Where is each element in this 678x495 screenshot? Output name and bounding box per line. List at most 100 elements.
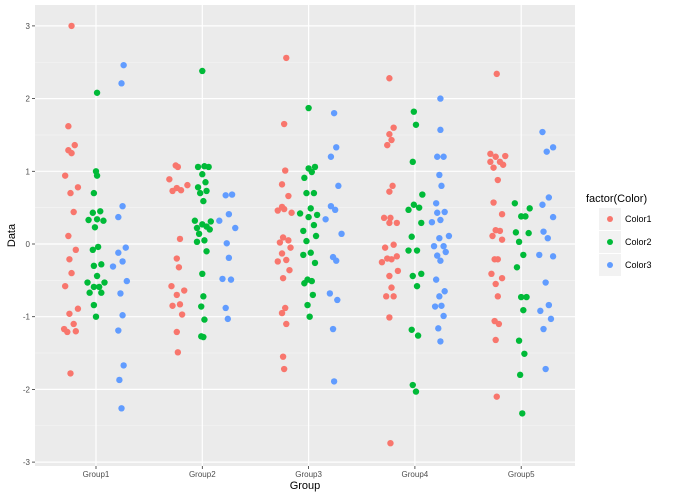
data-point-color2	[413, 282, 421, 290]
data-point-color1	[498, 274, 506, 282]
data-point-color2	[405, 206, 412, 214]
data-point-color1	[489, 232, 496, 240]
data-point-color3	[120, 61, 127, 69]
data-point-color1	[386, 75, 393, 82]
data-point-color3	[430, 242, 438, 250]
data-point-color3	[334, 296, 341, 304]
data-point-color1	[283, 320, 290, 328]
data-point-color1	[494, 293, 502, 300]
data-point-color3	[223, 240, 230, 247]
data-point-color1	[386, 272, 393, 280]
data-point-color1	[169, 302, 176, 309]
data-point-color3	[440, 153, 447, 160]
data-point-color1	[61, 172, 69, 179]
data-point-color2	[410, 201, 418, 208]
data-point-color1	[173, 328, 180, 336]
data-point-color3	[437, 126, 444, 134]
data-point-color3	[219, 275, 226, 283]
data-point-color1	[176, 235, 184, 243]
data-point-color3	[438, 182, 445, 190]
y-tick-label: -3	[23, 458, 31, 467]
data-point-color1	[488, 270, 495, 278]
data-point-color3	[329, 325, 337, 333]
data-point-color1	[495, 320, 503, 328]
data-point-color2	[311, 163, 319, 171]
data-point-color3	[540, 325, 547, 333]
data-point-color1	[492, 280, 499, 288]
data-point-color2	[86, 289, 93, 296]
data-point-color3	[232, 224, 239, 232]
data-point-color3	[335, 182, 342, 190]
data-point-color1	[387, 439, 394, 447]
data-point-color3	[118, 405, 125, 412]
y-axis-ticks: -3 -2 -1 0 1 2 3	[23, 22, 35, 467]
data-point-color2	[92, 313, 100, 320]
data-point-color2	[415, 204, 423, 211]
data-point-color2	[301, 280, 308, 287]
data-point-color2	[516, 371, 524, 379]
data-point-color3	[123, 277, 131, 285]
data-point-color1	[279, 234, 287, 241]
data-point-color1	[279, 274, 287, 282]
data-point-color1	[280, 120, 288, 128]
x-tick-label: Group2	[189, 470, 216, 479]
data-point-color1	[64, 328, 71, 336]
data-point-color1	[386, 219, 393, 227]
data-point-color2	[300, 227, 307, 235]
data-point-color2	[199, 171, 206, 178]
data-point-color2	[408, 233, 415, 240]
data-point-color2	[94, 243, 102, 251]
data-point-color1	[286, 266, 293, 274]
data-point-color3	[545, 301, 553, 309]
data-point-color2	[414, 332, 422, 339]
data-point-color1	[390, 293, 397, 300]
data-point-color2	[520, 251, 527, 259]
data-point-color2	[307, 205, 314, 212]
data-point-color2	[303, 189, 310, 197]
data-point-color3	[437, 216, 444, 224]
data-point-color1	[70, 208, 77, 216]
data-point-color3	[549, 253, 557, 260]
data-point-color1	[386, 188, 393, 195]
data-point-color1	[67, 189, 74, 197]
data-point-color2	[419, 191, 426, 198]
data-point-color2	[305, 104, 312, 112]
y-tick-label: 2	[26, 95, 31, 104]
data-point-color2	[91, 224, 99, 231]
data-point-color3	[441, 288, 448, 295]
data-point-color3	[549, 144, 557, 151]
data-point-color2	[515, 337, 523, 344]
data-point-color2	[199, 67, 206, 75]
data-point-color3	[441, 208, 448, 216]
data-point-color1	[169, 187, 176, 195]
data-point-color3	[537, 307, 544, 315]
data-point-color2	[206, 226, 213, 233]
data-point-color1	[175, 264, 183, 271]
y-tick-label: -1	[23, 313, 31, 322]
data-point-color1	[61, 282, 69, 290]
data-point-color3	[115, 249, 122, 256]
data-point-color2	[309, 291, 317, 299]
data-point-color1	[283, 54, 290, 62]
data-point-color3	[225, 210, 233, 218]
data-point-color2	[522, 213, 529, 220]
data-point-color1	[278, 309, 286, 317]
data-point-color2	[515, 238, 523, 246]
data-point-color2	[90, 283, 98, 291]
data-point-color1	[65, 232, 72, 240]
data-point-color1	[282, 304, 289, 312]
data-point-color2	[193, 238, 201, 246]
data-point-color2	[93, 216, 101, 223]
data-point-color1	[499, 161, 507, 168]
data-point-color3	[224, 315, 232, 323]
data-point-color1	[492, 153, 499, 160]
data-point-color1	[184, 181, 191, 189]
data-point-color1	[494, 256, 502, 263]
legend-label: Color3	[625, 260, 652, 270]
data-point-color3	[228, 191, 236, 198]
data-point-color2	[85, 216, 92, 224]
data-point-color2	[194, 163, 202, 171]
data-point-color2	[310, 189, 318, 197]
data-point-color3	[331, 206, 339, 214]
data-point-color1	[493, 393, 500, 400]
